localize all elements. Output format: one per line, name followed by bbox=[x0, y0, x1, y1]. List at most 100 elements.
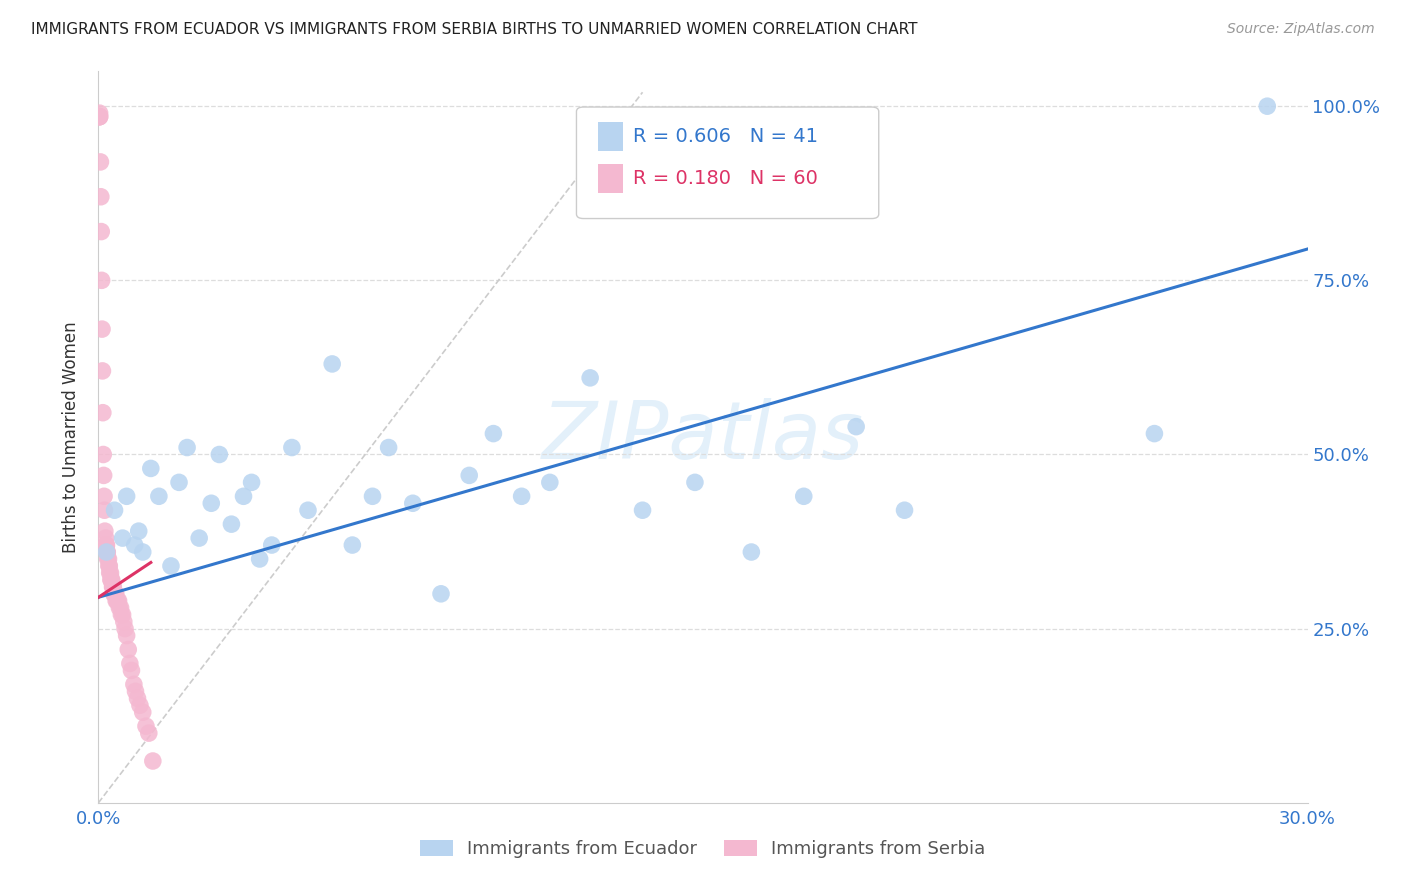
Point bbox=[89, 110, 111, 124]
Y-axis label: Births to Unmarried Women: Births to Unmarried Women bbox=[62, 321, 80, 553]
Point bbox=[114, 622, 136, 636]
Point bbox=[188, 531, 211, 545]
Legend: Immigrants from Ecuador, Immigrants from Serbia: Immigrants from Ecuador, Immigrants from… bbox=[412, 830, 994, 867]
Point bbox=[377, 441, 399, 455]
Point bbox=[683, 475, 706, 490]
Point bbox=[105, 594, 128, 608]
Point bbox=[97, 552, 120, 566]
Point bbox=[115, 489, 138, 503]
Point bbox=[94, 531, 117, 545]
Point bbox=[740, 545, 762, 559]
Point bbox=[221, 517, 243, 532]
Point bbox=[105, 594, 128, 608]
Text: IMMIGRANTS FROM ECUADOR VS IMMIGRANTS FROM SERBIA BIRTHS TO UNMARRIED WOMEN CORR: IMMIGRANTS FROM ECUADOR VS IMMIGRANTS FR… bbox=[31, 22, 918, 37]
Point bbox=[93, 503, 115, 517]
Point bbox=[117, 642, 139, 657]
Point bbox=[118, 657, 141, 671]
Point bbox=[89, 110, 111, 124]
Point bbox=[482, 426, 505, 441]
Point bbox=[132, 545, 155, 559]
Point bbox=[110, 607, 132, 622]
Point bbox=[89, 110, 111, 124]
Point bbox=[124, 684, 146, 698]
Point bbox=[98, 558, 121, 573]
Point bbox=[129, 698, 152, 713]
Point bbox=[342, 538, 364, 552]
Point bbox=[402, 496, 425, 510]
Point bbox=[101, 580, 124, 594]
Point bbox=[90, 273, 112, 287]
Point bbox=[631, 503, 654, 517]
Point bbox=[122, 677, 145, 691]
Point bbox=[91, 406, 114, 420]
Point bbox=[89, 110, 111, 124]
Point bbox=[100, 573, 122, 587]
Text: R = 0.606   N = 41: R = 0.606 N = 41 bbox=[633, 127, 818, 146]
Point bbox=[107, 594, 129, 608]
Point bbox=[297, 503, 319, 517]
Point bbox=[103, 580, 125, 594]
Point bbox=[148, 489, 170, 503]
Point bbox=[100, 573, 122, 587]
Point bbox=[430, 587, 453, 601]
Point bbox=[1256, 99, 1278, 113]
Point bbox=[103, 587, 125, 601]
Point bbox=[112, 615, 135, 629]
Point bbox=[110, 600, 132, 615]
Point bbox=[100, 566, 122, 580]
Point bbox=[115, 629, 138, 643]
Point bbox=[101, 580, 124, 594]
Point bbox=[160, 558, 183, 573]
Point bbox=[128, 524, 150, 538]
Point bbox=[208, 448, 231, 462]
Point bbox=[96, 545, 118, 559]
Point bbox=[579, 371, 602, 385]
Point bbox=[96, 545, 118, 559]
Point bbox=[103, 587, 125, 601]
Point bbox=[361, 489, 384, 503]
Point bbox=[260, 538, 283, 552]
Point bbox=[232, 489, 254, 503]
Point bbox=[538, 475, 561, 490]
Point bbox=[176, 441, 198, 455]
Point bbox=[458, 468, 481, 483]
Point bbox=[97, 558, 120, 573]
Point bbox=[139, 461, 162, 475]
Point bbox=[96, 545, 118, 559]
Point bbox=[104, 587, 127, 601]
Point bbox=[510, 489, 533, 503]
Point bbox=[281, 441, 304, 455]
Point bbox=[249, 552, 271, 566]
Point bbox=[90, 225, 112, 239]
Point bbox=[124, 538, 146, 552]
Point bbox=[107, 594, 129, 608]
Point bbox=[138, 726, 160, 740]
Text: R = 0.180   N = 60: R = 0.180 N = 60 bbox=[633, 169, 817, 188]
Point bbox=[1143, 426, 1166, 441]
Point bbox=[321, 357, 343, 371]
Point bbox=[90, 190, 112, 204]
Point bbox=[135, 719, 157, 733]
Point bbox=[845, 419, 868, 434]
Point bbox=[127, 691, 149, 706]
Point bbox=[91, 448, 114, 462]
Point bbox=[96, 538, 118, 552]
Point bbox=[103, 503, 125, 517]
Point bbox=[89, 155, 111, 169]
Point bbox=[240, 475, 263, 490]
Text: Source: ZipAtlas.com: Source: ZipAtlas.com bbox=[1227, 22, 1375, 37]
Point bbox=[93, 468, 115, 483]
Point bbox=[793, 489, 815, 503]
Point bbox=[91, 364, 114, 378]
Point bbox=[91, 322, 114, 336]
Point bbox=[200, 496, 222, 510]
Point bbox=[94, 538, 117, 552]
Point bbox=[167, 475, 190, 490]
Point bbox=[104, 587, 127, 601]
Point bbox=[108, 600, 131, 615]
Point bbox=[93, 489, 115, 503]
Point bbox=[893, 503, 915, 517]
Point bbox=[111, 531, 134, 545]
Point bbox=[98, 566, 121, 580]
Point bbox=[121, 664, 143, 678]
